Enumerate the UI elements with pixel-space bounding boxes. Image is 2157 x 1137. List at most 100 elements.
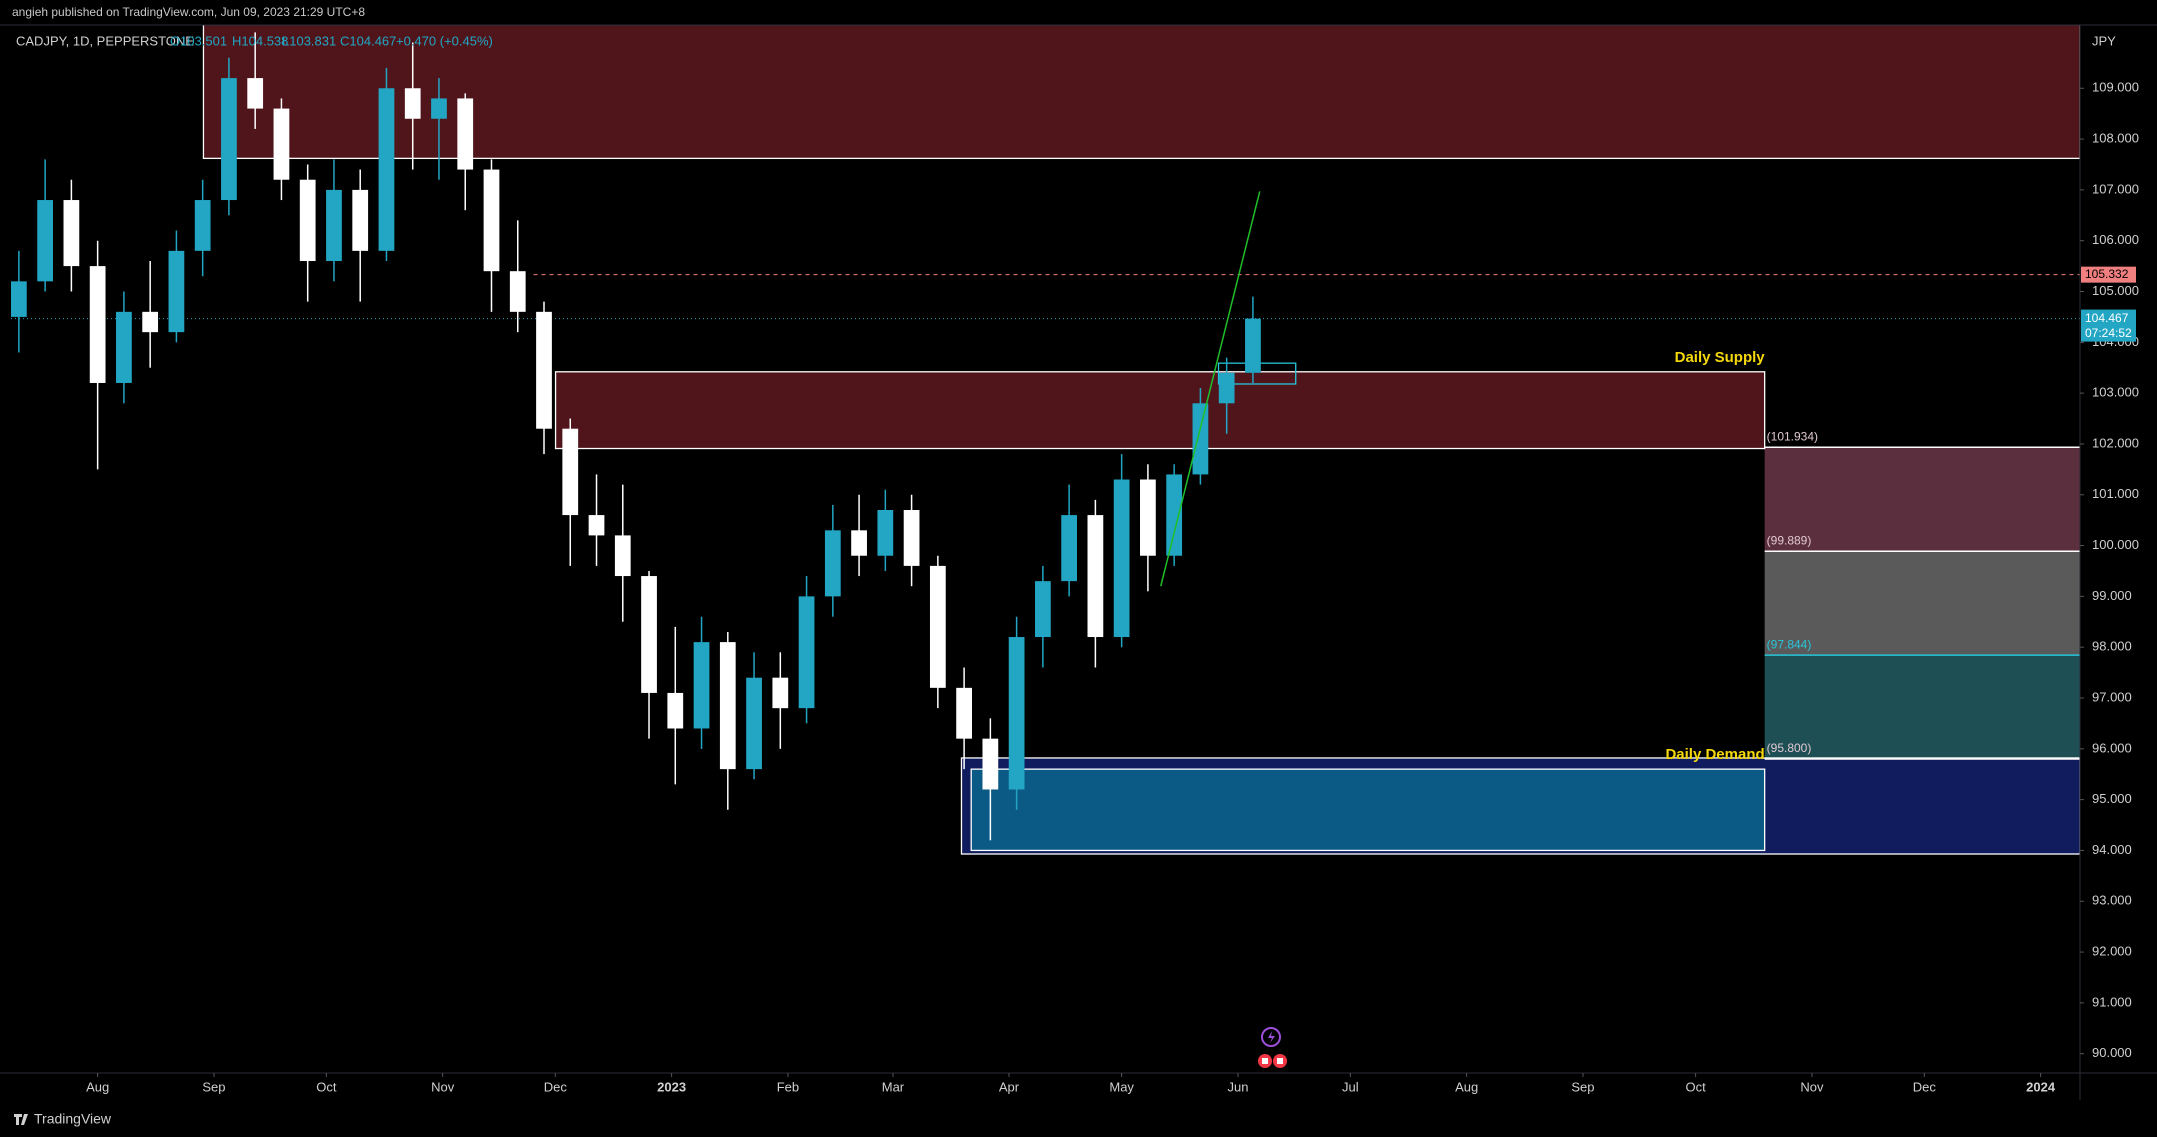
- x-tick-label: Sep: [202, 1079, 225, 1094]
- candle-body: [719, 642, 736, 770]
- candle-body: [929, 565, 946, 688]
- plot-area: [11, 25, 2080, 855]
- candle-body: [299, 179, 316, 262]
- candle-body: [982, 738, 999, 790]
- candle-body: [168, 250, 185, 333]
- candle-body: [1061, 515, 1078, 582]
- y-tick-label: 94.000: [2092, 842, 2132, 857]
- y-tick-label: 101.000: [2092, 486, 2139, 501]
- footer-text: TradingView: [34, 1111, 112, 1127]
- candle-body: [956, 687, 972, 739]
- candle-body: [851, 530, 867, 556]
- candle-body: [457, 98, 474, 170]
- candle-body: [378, 88, 395, 251]
- x-tick-label: Oct: [1685, 1079, 1706, 1094]
- fib-label: (97.844): [1767, 637, 1812, 651]
- last-price-tag: [2081, 309, 2136, 342]
- alert-tag-label: 105.332: [2085, 267, 2129, 281]
- countdown: 07:24:52: [2085, 326, 2132, 340]
- x-tick-label: 2024: [2026, 1079, 2056, 1094]
- candle-body: [1245, 318, 1261, 373]
- change: +0.470 (+0.45%): [396, 33, 493, 48]
- candle-body: [536, 311, 552, 429]
- fib-label: (101.934): [1767, 429, 1818, 443]
- zone-label: Daily Demand: [1665, 746, 1764, 763]
- zone-label: Daily Supply: [1675, 349, 1766, 366]
- candle-body: [194, 200, 211, 251]
- x-tick-label: Dec: [1913, 1079, 1937, 1094]
- candle-body: [877, 510, 894, 556]
- x-tick-label: Mar: [882, 1079, 905, 1094]
- candle-body: [37, 200, 54, 282]
- lightning-bolt: [1268, 1031, 1275, 1043]
- candle-body: [352, 189, 369, 251]
- published-note: angieh published on TradingView.com, Jun…: [12, 5, 365, 19]
- x-tick-label: Dec: [544, 1079, 568, 1094]
- candle-body: [1192, 403, 1209, 475]
- last-price-label: 104.467: [2085, 311, 2129, 325]
- x-tick-label: Aug: [1455, 1079, 1478, 1094]
- x-tick-label: May: [1109, 1079, 1134, 1094]
- fib-label: (99.889): [1767, 533, 1812, 547]
- y-tick-label: 91.000: [2092, 994, 2132, 1009]
- candle-body: [142, 311, 159, 333]
- fib-label: (95.800): [1767, 741, 1812, 755]
- candle-body: [11, 281, 27, 317]
- x-tick-label: Nov: [1800, 1079, 1824, 1094]
- candle-body: [772, 677, 789, 709]
- symbol: CADJPY, 1D, PEPPERSTONE: [16, 33, 194, 48]
- high: H104.538: [232, 33, 288, 48]
- y-tick-label: 95.000: [2092, 791, 2132, 806]
- candle-body: [562, 428, 579, 516]
- y-tick-label: 93.000: [2092, 893, 2132, 908]
- candle-body: [641, 576, 657, 693]
- candle-body: [588, 515, 605, 536]
- candle-body: [1166, 474, 1183, 556]
- y-tick-label: 98.000: [2092, 639, 2132, 654]
- candle-body: [1008, 637, 1025, 790]
- candle-body: [63, 200, 80, 267]
- candle-body: [903, 510, 920, 566]
- lightning-icon: [1261, 1027, 1281, 1047]
- candle-body: [509, 271, 526, 312]
- y-tick-label: 99.000: [2092, 588, 2132, 603]
- y-tick-label: 96.000: [2092, 740, 2132, 755]
- flag-mark: [1262, 1058, 1268, 1064]
- candle-body: [746, 677, 762, 770]
- candle-body: [1113, 479, 1130, 638]
- fib-band: [1764, 655, 2080, 759]
- candle-body: [483, 169, 500, 272]
- x-tick-label: Jun: [1227, 1079, 1248, 1094]
- alert-tag: [2081, 266, 2136, 283]
- close: C104.467: [340, 33, 396, 48]
- x-tick-label: Oct: [316, 1079, 337, 1094]
- candle-body: [1034, 581, 1051, 638]
- y-tick-label: 108.000: [2092, 131, 2139, 146]
- y-tick-label: 100.000: [2092, 537, 2139, 552]
- event-icons[interactable]: [1258, 1027, 1287, 1068]
- x-tick-label: Feb: [777, 1079, 799, 1094]
- candle-body: [404, 88, 421, 119]
- candle-body: [693, 642, 710, 729]
- y-tick-label: 105.000: [2092, 283, 2139, 298]
- x-tick-label: Aug: [86, 1079, 109, 1094]
- candle-body: [326, 189, 342, 262]
- y-tick-label: 107.000: [2092, 181, 2139, 196]
- candle-body: [667, 692, 684, 729]
- low: L103.831: [282, 33, 336, 48]
- flag-mark: [1277, 1058, 1283, 1064]
- footer-logo[interactable]: TradingView: [14, 1111, 112, 1127]
- x-tick-label: Nov: [431, 1079, 455, 1094]
- fib-band: [1764, 551, 2080, 656]
- x-tick-label: Apr: [999, 1079, 1020, 1094]
- x-tick-label: Sep: [1571, 1079, 1594, 1094]
- fib-band: [1764, 447, 2080, 552]
- candle-body: [89, 266, 106, 383]
- y-tick-label: 97.000: [2092, 689, 2132, 704]
- zone: [554, 371, 1766, 450]
- zone: [970, 768, 1766, 852]
- x-tick-label: 2023: [657, 1079, 686, 1094]
- trendline: [1160, 191, 1261, 587]
- y-tick-label: 103.000: [2092, 385, 2139, 400]
